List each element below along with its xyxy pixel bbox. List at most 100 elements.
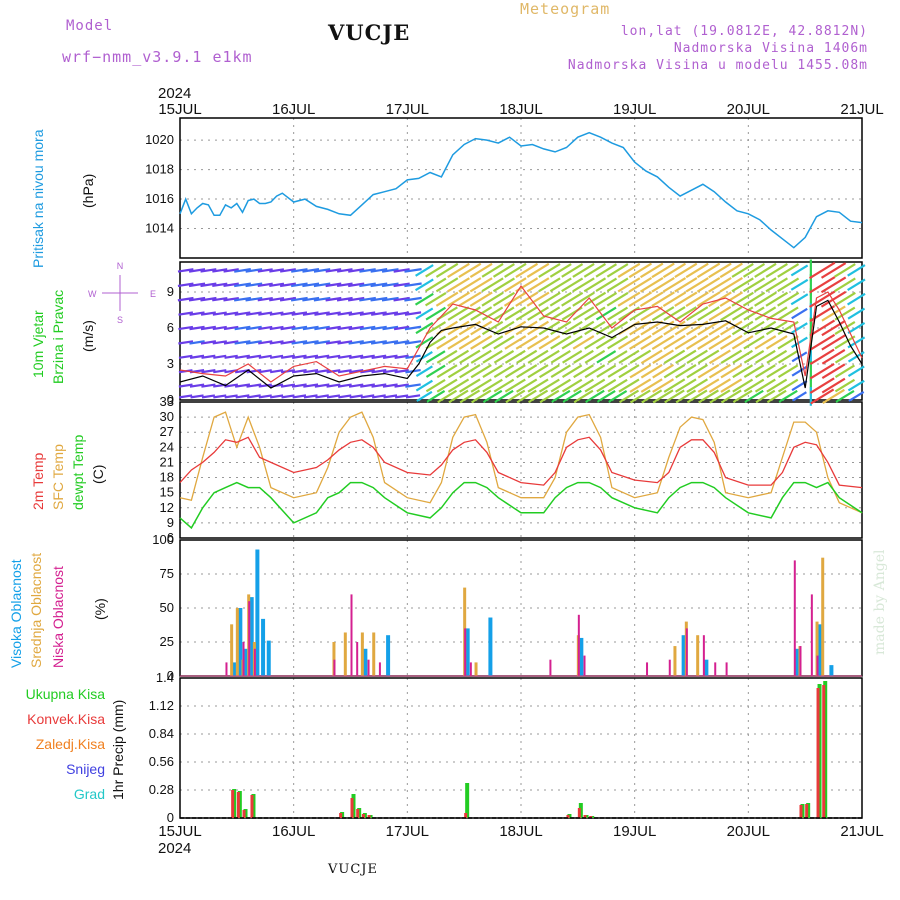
cloud-label-high: Visoka Oblacnost [8,559,24,668]
wind-arrow [481,335,504,350]
wind-arrow [834,320,856,336]
wind-arrow [792,391,807,402]
wind-arrow [662,277,687,293]
wind-arrow [809,333,836,351]
wind-arrow [663,364,686,379]
wind-arrow [765,291,789,307]
wind-arrow [618,349,640,364]
lonlat-info: lon,lat (19.0812E, 42.8812N) [620,24,868,39]
wind-arrow [370,268,388,273]
cloud-bar [549,659,552,676]
wind-arrow [360,354,375,359]
wind-arrow [607,321,629,335]
wind-arrow [269,354,284,359]
wind-arrow [414,292,434,306]
wind-arrow [639,262,664,279]
wind-arrow [708,276,732,293]
precip-bar [242,810,246,818]
wind-arrow [675,349,697,364]
wind-arrow [641,389,663,404]
wind-arrow [436,335,459,350]
cloud-bar [696,635,700,676]
wind-arrow [189,325,205,331]
wind-arrow [742,291,766,307]
wind-arrow [394,369,409,374]
wind-arrow [515,306,538,321]
wind-arrow [189,340,205,345]
cloud-label-low: Niska Oblacnost [50,566,66,668]
wind-arrow [606,277,629,293]
wind-arrow [235,354,251,359]
y-tick-label: 0.84 [149,726,174,741]
wind-arrow [302,268,320,273]
wind-arrow [280,311,296,316]
cloud-bar [232,662,237,676]
wind-arrow [755,389,776,404]
wind-arrow [425,306,446,321]
wind-arrow [516,389,537,404]
wind-arrow [336,296,353,302]
wind-arrow [447,306,470,321]
wind-arrow [470,349,492,364]
wind-arrow [685,277,709,293]
wind-arrow [371,354,387,359]
wind-arrow [280,369,296,374]
wind-arrow [732,364,754,379]
wind-arrow [607,364,628,378]
wind-arrow [269,282,285,287]
wind-arrow [425,263,447,278]
wind-arrow [381,296,399,302]
wind-arrow [550,350,571,364]
wind-arrow [550,335,572,350]
wind-arrow [178,325,194,331]
x-tick-label-top: 21JUL [840,101,883,118]
wind-arrow [470,364,492,379]
cloud-bar [465,628,470,676]
wind-arrow [708,349,731,365]
wind-arrow [561,364,583,379]
wind-arrow [447,277,470,293]
wind-arrow [201,369,216,374]
wind-arrow [561,320,583,336]
wind-arrow [697,320,720,336]
wind-arrow [393,325,410,331]
precip-bar [589,816,593,818]
wind-arrow [223,340,239,345]
wind-arrow [458,306,481,321]
wind-arrow [720,363,743,379]
wind-arrow [777,263,800,278]
wind-arrow [279,268,296,273]
wind-arrow [742,277,766,293]
wind-arrow [279,296,297,302]
wind-arrow [754,378,776,393]
wind-arrow [809,362,835,380]
wind-arrow [245,325,262,331]
wind-arrow [527,378,549,393]
wind-arrow [224,383,239,388]
wind-arrow [584,335,606,350]
wind-arrow [651,277,675,293]
wind-arrow [200,325,217,331]
wind-arrow [382,369,398,374]
wind-arrow [607,306,629,321]
x-tick-label-bottom: 15JUL [158,823,201,840]
cloud-bar [350,594,353,676]
wind-arrow [573,389,594,404]
wind-arrow [848,390,865,402]
x-tick-label-bottom: 20JUL [727,823,770,840]
wind-arrow [732,349,753,364]
wind-arrow [834,350,855,364]
wind-arrow [459,364,481,379]
precip-unit: 1hr Precip (mm) [110,699,126,800]
wind-arrow [302,325,319,331]
wind-arrow [337,369,352,374]
wind-arrow [493,320,515,336]
cloud-bar [579,637,584,676]
cloud-bar [356,642,359,676]
wind-arrow [481,320,504,336]
wind-arrow [234,340,251,345]
wind-arrow [617,262,641,278]
wind-arrow [538,335,561,350]
wind-arrow [595,306,617,321]
wind-arrow [651,262,675,279]
